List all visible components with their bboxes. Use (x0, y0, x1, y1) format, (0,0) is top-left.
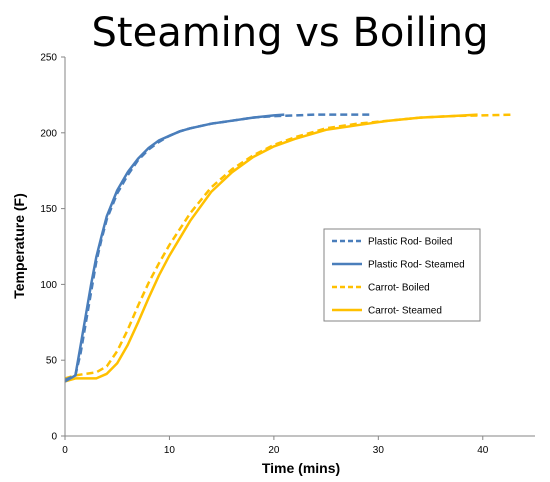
x-axis-title: Time (mins) (262, 460, 340, 476)
legend-label: Carrot- Steamed (368, 306, 442, 317)
y-tick-label: 150 (40, 204, 57, 215)
x-tick-label: 0 (62, 445, 68, 456)
y-tick-label: 0 (51, 432, 57, 443)
x-tick-label: 40 (477, 445, 489, 456)
y-tick-label: 100 (40, 280, 57, 291)
legend-label: Plastic Rod- Steamed (368, 260, 465, 271)
y-tick-label: 200 (40, 128, 57, 139)
series-line-plastic-rod-steamed (64, 113, 285, 383)
legend-label: Carrot- Boiled (368, 283, 430, 294)
x-tick-label: 10 (164, 445, 176, 456)
legend-label: Plastic Rod- Boiled (368, 237, 452, 248)
axes: 0 50 100 150 200 250 0 10 20 30 40 (40, 53, 535, 456)
y-tick-label: 250 (40, 53, 57, 64)
y-tick-label: 50 (46, 356, 58, 367)
plot-area (64, 113, 515, 383)
legend: Plastic Rod- Boiled Plastic Rod- Steamed C… (323, 228, 481, 322)
legend-box (323, 228, 481, 322)
y-axis-title: Temperature (F) (11, 193, 27, 299)
x-tick-label: 20 (268, 445, 280, 456)
x-tick-label: 30 (373, 445, 385, 456)
chart-title: Steaming vs Boiling (92, 10, 489, 56)
series-line-carrot-steamed (64, 113, 478, 383)
